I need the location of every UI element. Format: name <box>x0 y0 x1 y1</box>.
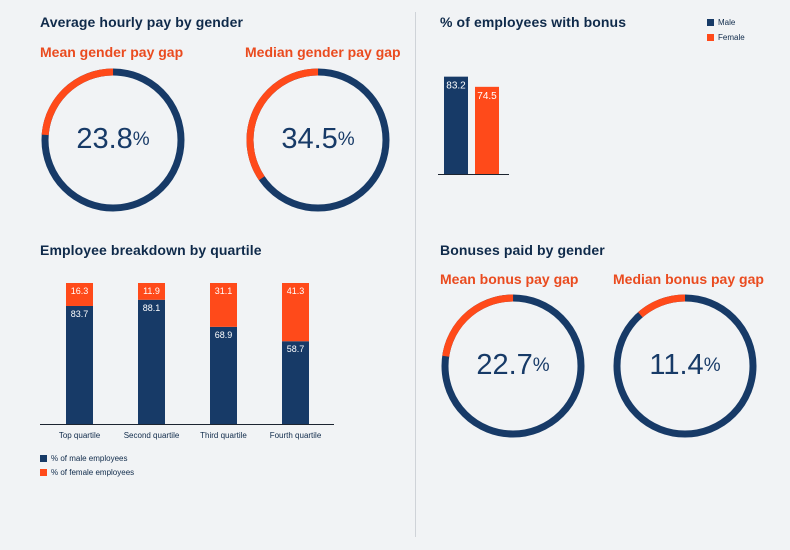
quartile-male-bar <box>210 326 237 424</box>
legend-male-employees: % of male employees <box>40 454 127 463</box>
quartile-male-bar <box>66 305 93 424</box>
donut-label: 22.7% <box>476 349 549 381</box>
legend-female-label: Female <box>718 33 745 42</box>
quartile-category-label: Second quartile <box>124 431 180 440</box>
quartile-female-bar <box>138 283 165 300</box>
bonuses-paid-title: Bonuses paid by gender <box>440 242 605 258</box>
median-bonus-gap-percent: % <box>704 355 721 376</box>
hourly-pay-title: Average hourly pay by gender <box>40 14 244 30</box>
legend-female: Female <box>707 33 745 42</box>
donut-arc <box>41 68 185 212</box>
median-gap-donut: 34.5% <box>246 68 390 212</box>
mean-bonus-gap-title: Mean bonus pay gap <box>440 271 579 287</box>
quartile-male-label: 58.7 <box>287 344 305 354</box>
legend-female-swatch <box>707 34 714 41</box>
mean-gap-number: 23.8 <box>76 123 132 155</box>
quartile-category-label: Fourth quartile <box>270 431 322 440</box>
quartile-female-bar <box>210 283 237 327</box>
legend-male-employees-swatch <box>40 455 47 462</box>
donut-label: 23.8% <box>76 123 149 155</box>
quartile-male-label: 68.9 <box>215 330 233 340</box>
legend-female-employees: % of female employees <box>40 468 134 477</box>
bonus-share-bar-male <box>444 76 468 174</box>
legend-male-employees-label: % of male employees <box>51 454 128 463</box>
donut-label: 34.5% <box>281 123 354 155</box>
bonus-share-value-label: 74.5 <box>477 91 497 102</box>
quartile-female-bar <box>282 283 309 342</box>
quartile-female-bar <box>66 283 93 306</box>
donut-arc <box>246 68 390 212</box>
median-bonus-gap-donut: 11.4% <box>613 294 757 438</box>
quartile-female-label: 11.9 <box>143 286 160 296</box>
bonus-share-bar-female <box>475 86 499 174</box>
legend-male-label: Male <box>718 18 736 27</box>
quartile-title: Employee breakdown by quartile <box>40 242 262 258</box>
median-bonus-gap-title: Median bonus pay gap <box>613 271 764 287</box>
quartile-male-bar <box>282 341 309 424</box>
median-gap-percent: % <box>338 129 355 150</box>
quartile-male-bar <box>138 299 165 424</box>
mean-gap-percent: % <box>133 129 150 150</box>
vertical-divider <box>415 12 416 537</box>
mean-bonus-gap-number: 22.7 <box>476 349 532 381</box>
legend-female-employees-swatch <box>40 469 47 476</box>
quartile-chart: 83.7 16.3 Top quartile 88.1 11.9 Second quart… <box>40 283 334 440</box>
median-gap-title: Median gender pay gap <box>245 44 401 60</box>
legend-male: Male <box>707 18 735 27</box>
quartile-male-label: 88.1 <box>143 303 161 313</box>
quartile-male-label: 83.7 <box>71 309 89 319</box>
quartile-female-label: 16.3 <box>71 286 89 296</box>
median-bonus-gap-number: 11.4 <box>649 349 703 381</box>
donut-label: 11.4% <box>649 349 720 381</box>
bonus-share-value-label: 83.2 <box>446 81 466 92</box>
median-gap-number: 34.5 <box>281 123 337 155</box>
legend-male-swatch <box>707 19 714 26</box>
mean-gap-title: Mean gender pay gap <box>40 44 184 60</box>
mean-bonus-gap-donut: 22.7% <box>441 294 585 438</box>
bonus-share-chart: 83.2 74.5 <box>438 76 509 175</box>
quartile-female-label: 41.3 <box>287 286 305 296</box>
mean-gap-donut: 23.8% <box>41 68 185 212</box>
quartile-category-label: Top quartile <box>59 431 101 440</box>
bonus-share-title: % of employees with bonus <box>440 14 627 30</box>
mean-bonus-gap-percent: % <box>533 355 550 376</box>
quartile-female-label: 31.1 <box>215 286 233 296</box>
quartile-category-label: Third quartile <box>200 431 247 440</box>
legend-female-employees-label: % of female employees <box>51 468 135 477</box>
